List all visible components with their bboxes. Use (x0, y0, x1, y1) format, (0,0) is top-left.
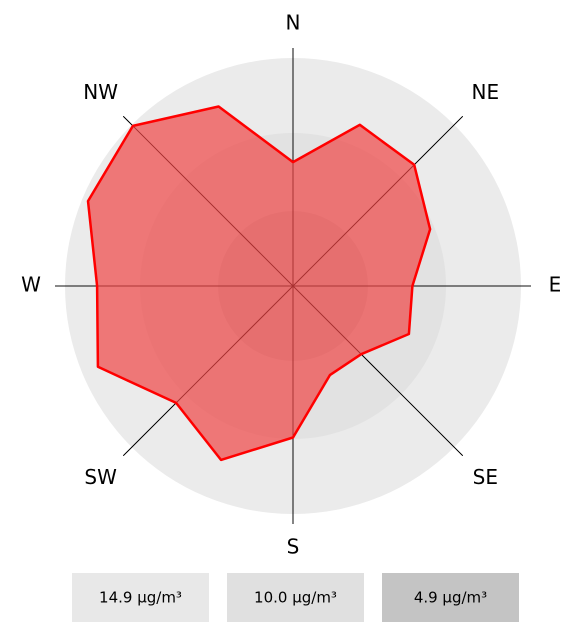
direction-label: N (286, 11, 301, 35)
data-area (86, 105, 432, 462)
direction-label: S (287, 535, 300, 559)
direction-label: W (21, 273, 41, 297)
legend-box (72, 573, 209, 622)
direction-label: SE (473, 465, 498, 489)
direction-label: NW (83, 80, 118, 104)
direction-label: E (549, 273, 562, 297)
direction-label: NE (472, 80, 500, 104)
legend-box (382, 573, 519, 622)
legend-label: 10.0 µg/m³ (254, 589, 337, 607)
legend-label: 14.9 µg/m³ (99, 589, 182, 607)
legend-label: 4.9 µg/m³ (414, 589, 487, 607)
direction-label: SW (84, 465, 117, 489)
legend-box (227, 573, 364, 622)
